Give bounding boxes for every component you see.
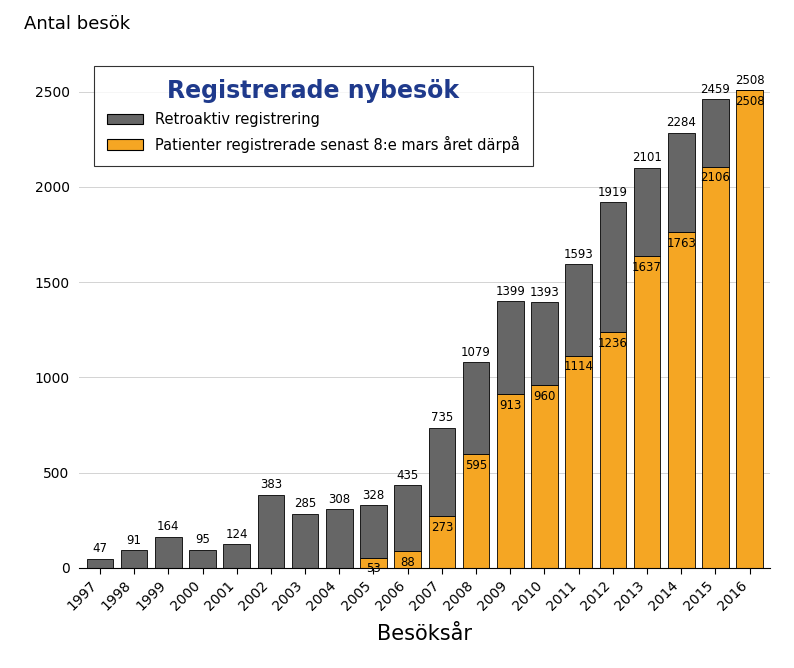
Bar <box>189 550 216 568</box>
Text: 2101: 2101 <box>632 151 662 164</box>
Text: 273: 273 <box>430 520 453 534</box>
Text: 913: 913 <box>499 399 522 411</box>
Text: 595: 595 <box>465 459 488 472</box>
Bar <box>634 168 661 256</box>
Bar <box>599 202 626 333</box>
Bar <box>395 551 421 568</box>
Bar <box>257 495 284 568</box>
Legend: Retroaktiv registrering, Patienter registrerade senast 8:e mars året därpå: Retroaktiv registrering, Patienter regis… <box>94 66 533 166</box>
Bar <box>497 394 523 568</box>
Bar <box>497 301 523 394</box>
Text: 1079: 1079 <box>461 346 491 359</box>
Bar <box>87 559 114 568</box>
X-axis label: Besöksår: Besöksår <box>377 625 472 645</box>
Text: 383: 383 <box>260 478 282 492</box>
Text: 1236: 1236 <box>598 337 628 350</box>
Bar <box>634 256 661 568</box>
Text: 285: 285 <box>294 497 316 510</box>
Bar <box>291 514 318 568</box>
Bar <box>565 265 592 355</box>
Text: 95: 95 <box>195 533 210 546</box>
Text: 960: 960 <box>534 389 556 403</box>
Text: 1114: 1114 <box>564 360 594 373</box>
Bar <box>429 428 455 516</box>
Text: 735: 735 <box>431 411 453 424</box>
Bar <box>360 505 387 558</box>
Text: 1919: 1919 <box>598 186 628 199</box>
Bar <box>395 485 421 551</box>
Bar <box>429 516 455 568</box>
Text: 308: 308 <box>328 493 350 506</box>
Bar <box>565 355 592 568</box>
Bar <box>531 303 558 385</box>
Text: 53: 53 <box>366 562 381 575</box>
Text: 435: 435 <box>396 468 418 482</box>
Bar <box>668 232 695 568</box>
Text: 1763: 1763 <box>666 236 696 250</box>
Text: 1399: 1399 <box>495 285 525 298</box>
Bar <box>155 536 182 568</box>
Text: 2508: 2508 <box>735 73 765 87</box>
Text: 1393: 1393 <box>530 286 559 299</box>
Text: 1593: 1593 <box>564 248 594 261</box>
Bar <box>463 362 489 454</box>
Text: 2459: 2459 <box>700 83 730 96</box>
Bar <box>702 166 729 568</box>
Bar <box>121 550 148 568</box>
Text: 124: 124 <box>225 528 248 541</box>
Text: 328: 328 <box>362 489 384 502</box>
Bar <box>223 544 250 568</box>
Text: 164: 164 <box>157 520 179 533</box>
Bar <box>463 454 489 568</box>
Bar <box>360 558 387 568</box>
Bar <box>326 509 353 568</box>
Bar <box>736 90 763 568</box>
Text: 2508: 2508 <box>735 95 765 108</box>
Text: 2284: 2284 <box>666 116 696 130</box>
Bar <box>702 100 729 166</box>
Text: Antal besök: Antal besök <box>24 15 130 33</box>
Bar <box>668 133 695 232</box>
Text: 1637: 1637 <box>632 261 662 274</box>
Bar <box>599 333 626 568</box>
Bar <box>531 385 558 568</box>
Text: 91: 91 <box>126 534 141 547</box>
Text: 88: 88 <box>400 556 415 568</box>
Text: 47: 47 <box>92 542 107 555</box>
Text: 2106: 2106 <box>700 172 730 184</box>
